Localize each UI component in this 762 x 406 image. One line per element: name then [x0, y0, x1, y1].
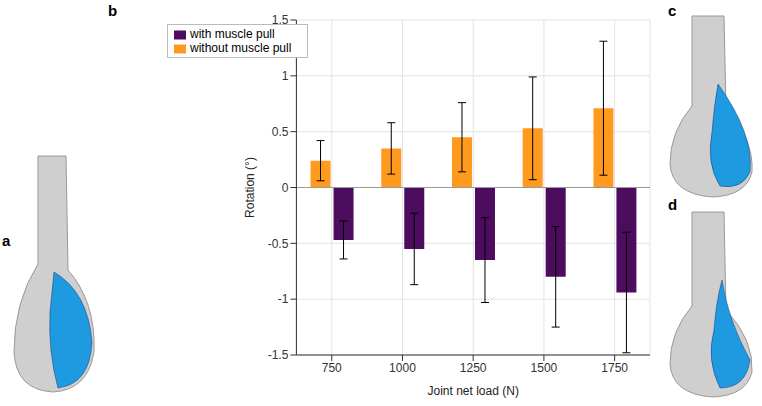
html-text:a: a: [2, 232, 11, 249]
svg-text:1750: 1750: [601, 361, 628, 375]
svg-text:1000: 1000: [389, 361, 416, 375]
svg-text:-1.5: -1.5: [268, 348, 289, 362]
svg-text:1: 1: [282, 69, 289, 83]
svg-text:1250: 1250: [460, 361, 487, 375]
svg-text:-0.5: -0.5: [268, 237, 289, 251]
html-text:without muscle pull: without muscle pull: [190, 41, 292, 55]
svg-text:-1: -1: [278, 292, 289, 306]
svg-text:1500: 1500: [531, 361, 558, 375]
html-text:with muscle pull: with muscle pull: [190, 27, 275, 41]
html-text:b: b: [108, 2, 118, 19]
html-text:c: c: [668, 2, 677, 19]
svg-text:0.5: 0.5: [272, 125, 289, 139]
svg-text:750: 750: [322, 361, 342, 375]
svg-text:Rotation (°): Rotation (°): [243, 157, 257, 218]
svg-text:0: 0: [282, 181, 289, 195]
svg-text:Joint net load (N): Joint net load (N): [428, 384, 519, 398]
html-text:d: d: [668, 196, 678, 213]
svg-text:1.5: 1.5: [272, 13, 289, 27]
